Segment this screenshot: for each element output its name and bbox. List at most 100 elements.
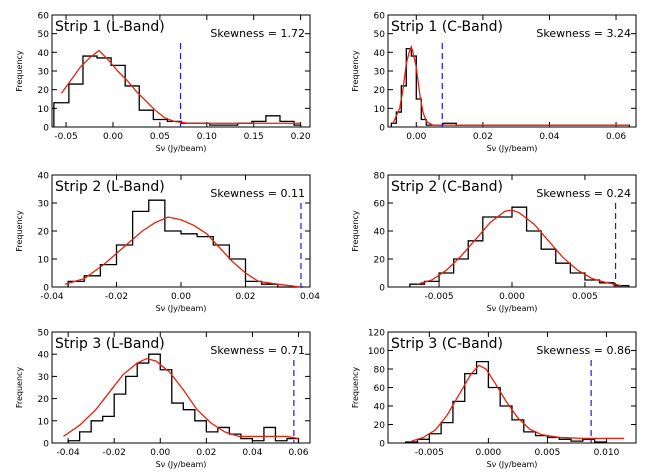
- histogram-panel-6: 0 20 40 60 80 100 120 -0.005 0.000 0.005 0.010 Stri…: [351, 329, 637, 469]
- y-tick-label: 40: [38, 351, 50, 361]
- y-tick-label: 30: [38, 200, 50, 210]
- x-axis-label: Sν (Jy/beam): [487, 144, 538, 153]
- y-tick-label: 80: [374, 366, 386, 376]
- histogram-panel-1: 0 10 20 30 40 50 60 -0.05 0.00 0.05 0.10 0.15 0.20 St…: [15, 12, 311, 154]
- y-axis-label: Frequency: [15, 50, 24, 92]
- histogram-bars: [53, 55, 302, 127]
- x-tick-label: 0.000: [499, 292, 525, 302]
- x-tick-label: 0.02: [196, 448, 216, 458]
- y-tick-label: 0: [43, 124, 49, 134]
- panel-title: Strip 2 (L-Band): [55, 179, 165, 195]
- histogram-bars: [67, 199, 304, 288]
- x-tick-label: 0.06: [606, 132, 626, 142]
- plot-frame: [51, 331, 311, 444]
- x-tick-label: 0.00: [406, 132, 426, 142]
- x-tick-label: 0.005: [535, 448, 561, 458]
- y-tick-label: 60: [374, 12, 386, 22]
- gaussian-fit-curve: [411, 364, 625, 442]
- y-tick-label: 50: [374, 30, 386, 40]
- y-tick-label: 20: [38, 86, 50, 96]
- histogram-bars: [67, 353, 300, 443]
- panel-title: Strip 3 (C-Band): [391, 336, 503, 352]
- x-tick-label: 0.04: [539, 132, 559, 142]
- y-axis-label: Frequency: [15, 210, 24, 252]
- y-tick-label: 50: [38, 30, 50, 40]
- y-tick-label: 0: [379, 124, 385, 134]
- histogram-panel-4: 0 20 40 60 80 -0.005 0.000 0.005 Strip 2 (C-Band…: [351, 172, 637, 313]
- panel-title: Strip 3 (L-Band): [55, 336, 165, 352]
- y-tick-label: 80: [374, 172, 386, 182]
- x-axis-label: Sν (Jy/beam): [156, 304, 207, 313]
- gaussian-fit-curve: [416, 209, 622, 287]
- x-tick-label: -0.02: [105, 292, 128, 302]
- x-tick-label: 0.010: [594, 448, 620, 458]
- x-tick-label: 0.15: [244, 132, 264, 142]
- skewness-annotation: Skewness = 3.24: [536, 27, 631, 40]
- histogram-panel-3: 0 10 20 30 40 -0.04 -0.02 0.00 0.02 0.04 Strip 2 (…: [15, 172, 320, 314]
- y-tick-label: 0: [43, 284, 49, 294]
- panel-title: Strip 1 (L-Band): [55, 19, 165, 35]
- gaussian-fit-curve: [64, 216, 301, 288]
- panel-title: Strip 2 (C-Band): [391, 179, 503, 195]
- y-tick-label: 30: [374, 68, 386, 78]
- y-axis-label: Frequency: [351, 367, 360, 409]
- x-axis-label: Sν (Jy/beam): [487, 460, 538, 469]
- x-tick-label: 0.04: [242, 448, 262, 458]
- y-tick-label: 20: [374, 86, 386, 96]
- y-axis-label: Frequency: [351, 210, 360, 252]
- x-tick-label: 0.20: [291, 132, 311, 142]
- x-tick-label: 0.005: [572, 292, 598, 302]
- x-tick-label: 0.00: [171, 292, 191, 302]
- skewness-annotation: Skewness = 1.72: [210, 27, 305, 40]
- y-tick-label: 20: [38, 228, 50, 238]
- x-tick-label: 0.02: [235, 292, 255, 302]
- skewness-annotation: Skewness = 0.24: [536, 187, 631, 200]
- panel-title: Strip 1 (C-Band): [391, 19, 503, 35]
- skewness-annotation: Skewness = 0.11: [210, 187, 305, 200]
- x-tick-label: -0.005: [415, 448, 444, 458]
- y-tick-label: 20: [38, 395, 50, 405]
- histogram-bars: [390, 47, 630, 127]
- y-tick-label: 40: [38, 49, 50, 59]
- y-tick-label: 10: [38, 417, 50, 427]
- x-tick-label: 0.05: [150, 132, 170, 142]
- x-axis-label: Sν (Jy/beam): [156, 460, 207, 469]
- y-tick-label: 10: [374, 105, 386, 115]
- x-tick-label: 0.00: [150, 448, 170, 458]
- x-tick-label: 0.04: [300, 292, 320, 302]
- y-tick-label: 20: [374, 256, 386, 266]
- y-tick-label: 30: [38, 68, 50, 78]
- x-tick-label: 0.06: [288, 448, 308, 458]
- gaussian-fit-curve: [63, 357, 299, 440]
- x-tick-label: 0.10: [197, 132, 217, 142]
- y-axis-label: Frequency: [15, 367, 24, 409]
- x-axis-label: Sν (Jy/beam): [156, 144, 207, 153]
- x-tick-label: -0.05: [54, 132, 77, 142]
- gaussian-fit-curve: [392, 44, 630, 126]
- y-tick-label: 0: [379, 440, 385, 450]
- y-tick-label: 20: [374, 421, 386, 431]
- y-tick-label: 40: [374, 228, 386, 238]
- y-tick-label: 50: [38, 329, 50, 339]
- histogram-panel-2: 0 10 20 30 40 50 60 0.00 0.02 0.04 0.06 Strip 1 (C-…: [351, 12, 637, 153]
- y-tick-label: 40: [374, 403, 386, 413]
- histogram-panel-5: 0 10 20 30 40 50 -0.04 -0.02 0.00 0.02 0.04 0.06 Str…: [15, 329, 311, 469]
- y-tick-label: 30: [38, 373, 50, 383]
- skewness-annotation: Skewness = 0.71: [210, 344, 305, 357]
- x-tick-label: -0.04: [56, 448, 80, 458]
- y-tick-label: 10: [38, 256, 50, 266]
- y-tick-label: 40: [374, 49, 386, 59]
- x-tick-label: 0.000: [475, 448, 501, 458]
- x-tick-label: 0.02: [473, 132, 493, 142]
- x-tick-label: -0.04: [40, 292, 64, 302]
- histogram-bars: [405, 360, 608, 443]
- y-tick-label: 60: [374, 384, 386, 394]
- x-tick-label: -0.02: [103, 448, 126, 458]
- y-tick-label: 0: [379, 284, 385, 294]
- y-tick-label: 120: [368, 329, 385, 339]
- gaussian-fit-curve: [60, 49, 301, 124]
- histogram-bars: [409, 206, 630, 287]
- y-tick-label: 60: [38, 12, 50, 22]
- y-tick-label: 10: [38, 105, 50, 115]
